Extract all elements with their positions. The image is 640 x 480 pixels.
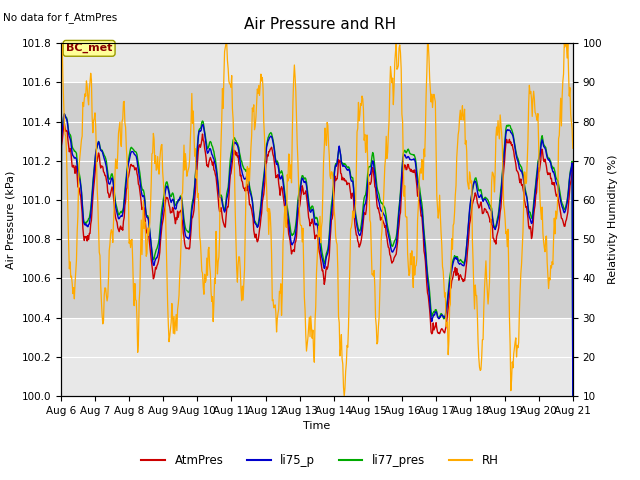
Text: BC_met: BC_met (66, 43, 112, 53)
Text: Air Pressure and RH: Air Pressure and RH (244, 17, 396, 32)
Y-axis label: Air Pressure (kPa): Air Pressure (kPa) (6, 170, 16, 269)
X-axis label: Time: Time (303, 421, 330, 431)
Y-axis label: Relativity Humidity (%): Relativity Humidity (%) (608, 155, 618, 284)
Legend: AtmPres, li75_p, li77_pres, RH: AtmPres, li75_p, li77_pres, RH (137, 449, 503, 472)
Text: No data for f_AtmPres: No data for f_AtmPres (3, 12, 118, 23)
Bar (61, 83, 573, 318)
